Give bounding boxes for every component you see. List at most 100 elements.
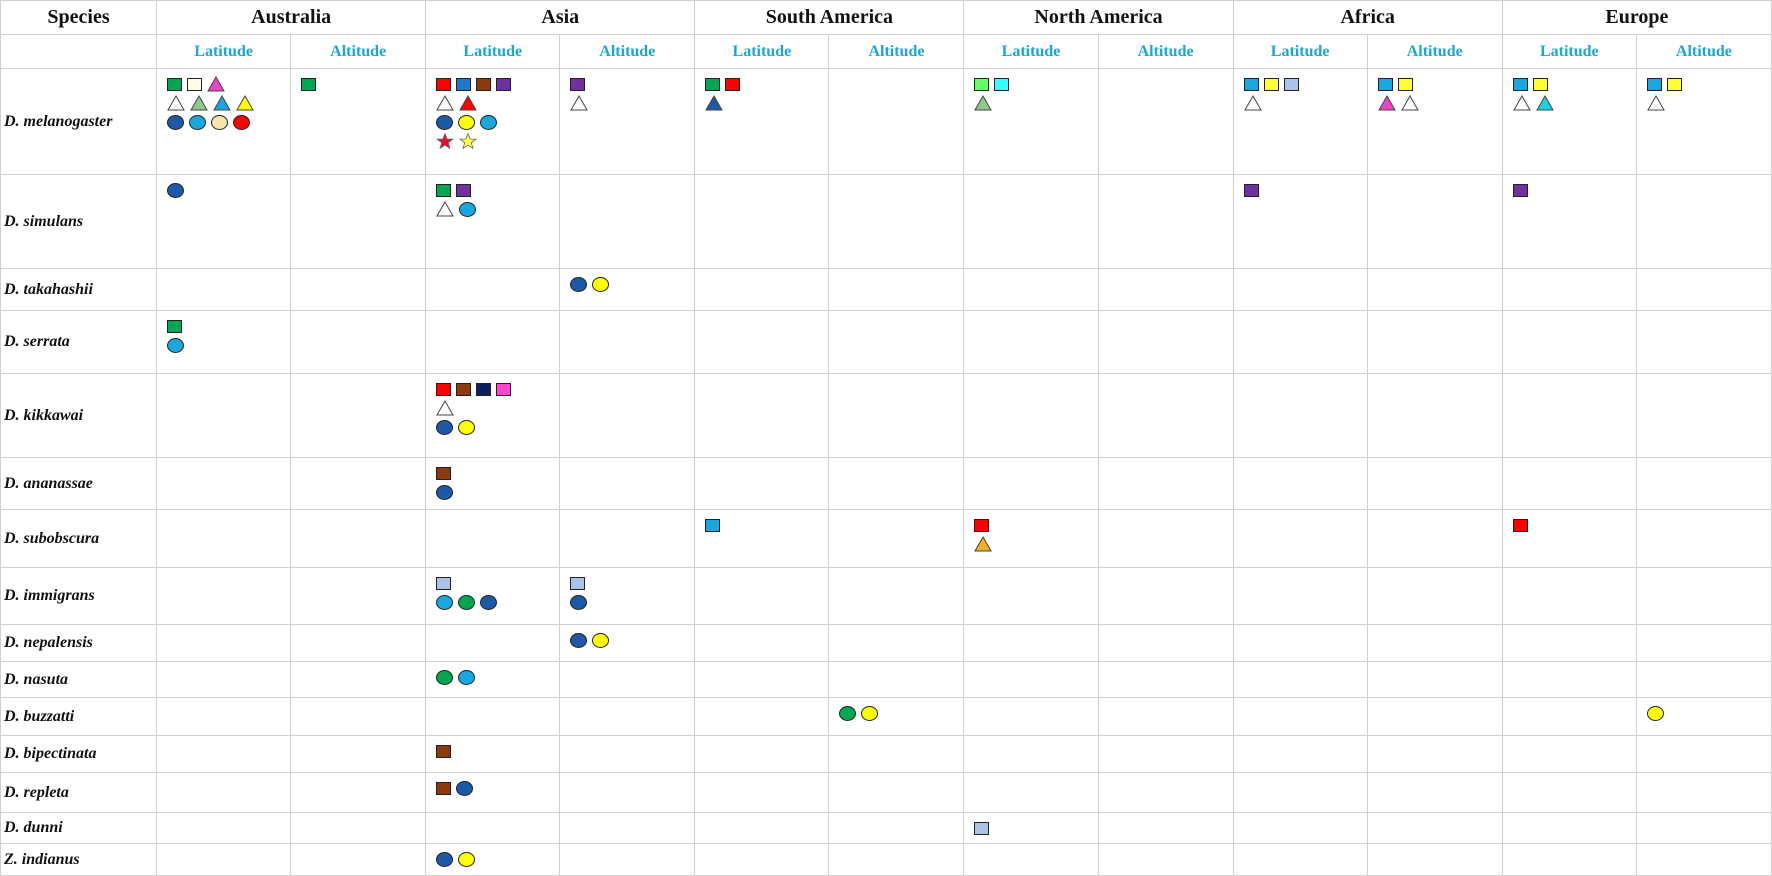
altitude-cell [828,268,965,311]
latitude-cell [1232,735,1368,773]
marker-row [1243,75,1367,93]
marker-row [1512,181,1636,199]
latitude-cell [156,735,292,773]
square-marker [187,77,203,91]
latitude-cell [156,843,292,876]
latitude-cell [694,174,830,269]
triangle-marker [190,95,208,111]
marker-row [436,483,559,501]
altitude-cell [559,174,696,269]
altitude-cell [1635,567,1772,625]
square-marker [167,77,183,91]
triangle-marker [436,400,455,416]
altitude-cell [559,268,696,311]
altitude-cell [828,457,965,510]
latitude-cell [694,310,830,374]
marker-row [167,336,290,354]
latitude-cell [425,661,561,698]
marker-group [695,69,828,112]
triangle-marker [974,536,993,552]
latitude-cell [425,624,561,662]
altitude-cell [559,509,696,568]
marker-row [436,779,559,797]
marker-group [157,175,290,199]
latitude-cell [1232,310,1368,374]
marker-row [974,535,1097,553]
marker-group [426,736,559,760]
latitude-cell [156,697,292,736]
altitude-cell [559,457,696,510]
circle-marker [570,276,588,292]
circle-marker [458,594,476,610]
altitude-cell [1097,624,1234,662]
marker-row [436,574,559,592]
species-name: D. ananassae [0,457,158,510]
latitude-subheader: Latitude [694,34,830,69]
star-marker [436,133,455,149]
region-header: Europe [1501,0,1772,35]
altitude-cell [828,624,965,662]
altitude-cell [290,174,427,269]
altitude-cell [559,772,696,813]
triangle-marker [236,95,254,111]
marker-row [705,516,828,534]
latitude-cell [156,310,292,374]
altitude-cell [559,567,696,625]
latitude-cell [425,735,561,773]
region-header-row: Species Australia Asia South America Nor… [0,0,1772,35]
square-marker [496,77,512,91]
square-marker [974,518,990,532]
altitude-cell [1097,843,1234,876]
marker-row [570,275,694,293]
species-name: D. melanogaster [0,68,158,175]
altitude-cell [1366,735,1503,773]
latitude-cell [1232,373,1368,458]
marker-group [964,510,1097,553]
region-header: Asia [425,0,696,35]
latitude-cell [156,457,292,510]
altitude-subheader: Altitude [290,34,427,69]
latitude-cell [963,661,1099,698]
marker-row [436,132,559,150]
square-marker [725,77,741,91]
altitude-subheader: Altitude [1366,34,1503,69]
latitude-cell [156,268,292,311]
latitude-subheader: Latitude [1232,34,1368,69]
table-row: D. buzzatti [0,697,1772,736]
altitude-cell [290,661,427,698]
square-marker [570,576,586,590]
latitude-cell [963,843,1099,876]
marker-row [705,94,828,112]
table-row: D. nepalensis [0,624,1772,662]
altitude-cell [1097,268,1234,311]
marker-row [436,113,559,131]
square-marker [1397,77,1413,91]
square-marker [1666,77,1682,91]
latitude-cell [963,812,1099,844]
empty-corner-cell [0,34,158,69]
latitude-cell [425,310,561,374]
latitude-cell [963,174,1099,269]
marker-group [560,625,694,649]
circle-marker [167,182,185,198]
altitude-cell [1366,268,1503,311]
marker-row [974,516,1097,534]
marker-group [426,844,559,868]
altitude-cell [1097,373,1234,458]
marker-row [1377,94,1502,112]
altitude-cell [828,697,965,736]
altitude-cell [1366,772,1503,813]
circle-marker [570,632,588,648]
latitude-cell [1501,661,1637,698]
altitude-cell [1366,68,1503,175]
altitude-cell [1366,812,1503,844]
marker-row [1646,94,1771,112]
marker-row [1243,94,1367,112]
latitude-cell [694,68,830,175]
marker-row [436,380,559,398]
latitude-cell [1501,68,1637,175]
latitude-cell [425,567,561,625]
altitude-cell [1635,735,1772,773]
table-row: D. bipectinata [0,735,1772,773]
altitude-cell [1635,509,1772,568]
